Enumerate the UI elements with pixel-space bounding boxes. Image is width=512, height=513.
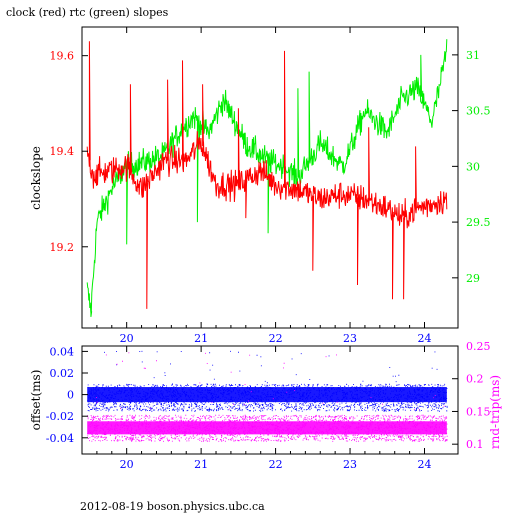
x-tick-label: 22 [269,332,283,345]
green-series-line [86,39,448,317]
red-series-line [86,41,448,309]
right-y-tick-label: 0.1 [466,438,484,451]
x-tick-label: 23 [343,458,357,471]
bottom-series-group [87,350,448,442]
top-axes-group: 20 21 22 23 24 19.2 19.4 19.6 29 29.5 30 30.5 31 [50,27,491,345]
left-y-tick-label: 19.2 [50,241,75,254]
left-y-tick-label: -0.04 [46,432,74,445]
right-y-tick-label: 0.25 [466,340,491,353]
magenta-scatter-dots [87,352,448,442]
bottom-axes-group: 20 21 22 23 24 -0.04 -0.02 0 0.02 0.04 0.1 0.15 0.2 0… [46,340,491,471]
left-y-tick-label: -0.02 [46,410,74,423]
left-y-tick-label: 0.04 [50,345,75,358]
x-tick-label: 21 [194,332,208,345]
footer-caption: 2012-08-19 boson.physics.ubc.ca [80,500,265,513]
right-y-tick-label: 30.5 [466,105,491,118]
top-ylabel: clockslope [29,146,43,210]
right-y-tick-label: 0.15 [466,405,491,418]
x-tick-label: 20 [120,458,134,471]
left-y-tick-label: 19.6 [50,50,75,63]
right-y-tick-label: 29.5 [466,216,491,229]
top-series-group [86,39,448,317]
right-y-tick-label: 29 [466,272,480,285]
bottom-ylabel: offset(ms) [29,370,43,431]
left-y-tick-label: 0 [67,389,74,402]
bottom-y2label: rnd-trip(ms) [488,375,502,449]
right-y-tick-label: 31 [466,49,480,62]
x-tick-label: 24 [417,332,431,345]
chart-title: clock (red) rtc (green) slopes [6,6,169,19]
top-panel: 20 21 22 23 24 19.2 19.4 19.6 29 29.5 30 30.5 31 clo… [29,26,491,345]
x-tick-label: 21 [194,458,208,471]
x-tick-label: 20 [120,332,134,345]
right-y-tick-label: 0.2 [466,373,484,386]
top-plot-frame [81,26,459,329]
blue-scatter-dots [87,350,448,412]
bottom-panel: 20 21 22 23 24 -0.04 -0.02 0 0.02 0.04 0.1 0.15 0.2 0… [29,340,502,471]
left-y-tick-label: 19.4 [50,145,75,158]
x-tick-label: 23 [343,332,357,345]
right-y-tick-label: 30 [466,160,480,173]
bottom-plot-frame [81,345,459,455]
left-y-tick-label: 0.02 [50,367,75,380]
x-tick-label: 24 [417,458,431,471]
x-tick-label: 22 [269,458,283,471]
